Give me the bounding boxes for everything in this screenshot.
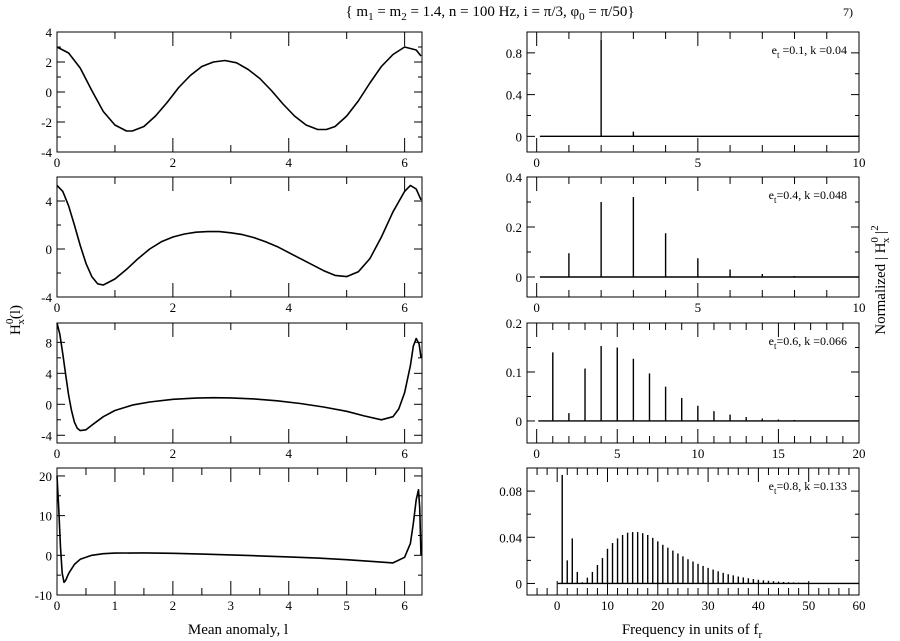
x-tick-label: 20 [651, 598, 664, 613]
x-tick-label: 5 [343, 598, 350, 613]
waveform-line [56, 46, 422, 132]
panel-sp-3: 0 0.1 0.2 0 5 10 15 20 et=0.6, k =0.066 [506, 316, 866, 461]
right-y-axis-label: Normalized | H0x |2 [869, 225, 892, 334]
y-tick-label: 0 [46, 548, 53, 563]
x-tick-label: 0 [533, 155, 540, 170]
y-tick-label: -4 [41, 428, 52, 443]
y-tick-label: 0 [516, 129, 523, 144]
x-tick-label: 0 [533, 446, 540, 461]
y-tick-label: 0 [516, 270, 523, 285]
y-tick-label: 10 [39, 509, 52, 524]
x-tick-label: 5 [695, 300, 702, 315]
x-tick-label: 2 [170, 598, 177, 613]
y-tick-label: 4 [46, 25, 53, 40]
x-tick-label: 4 [285, 300, 292, 315]
x-tick-label: 2 [170, 155, 177, 170]
x-tick-label: 0 [554, 598, 561, 613]
x-tick-label: 10 [691, 446, 704, 461]
plot-frame [526, 31, 860, 153]
y-tick-label: 0 [516, 414, 523, 429]
y-tick-label: 2 [46, 55, 53, 70]
waveform-line [56, 475, 422, 584]
y-tick-label: 0.2 [506, 220, 522, 235]
x-tick-label: 5 [614, 446, 621, 461]
x-tick-label: 0 [54, 155, 61, 170]
x-tick-label: 4 [285, 155, 292, 170]
plot-frame [56, 31, 423, 153]
plot-frame [526, 322, 860, 444]
y-tick-label: 0.4 [506, 170, 523, 185]
x-tick-label: 10 [853, 300, 866, 315]
y-tick-label: 4 [46, 194, 53, 209]
x-tick-label: 4 [285, 446, 292, 461]
y-tick-label: 0.4 [506, 88, 523, 103]
left-x-axis-label: Mean anomaly, l [188, 622, 288, 638]
panel-sp-4: 0 0.04 0.08 0 10 20 30 40 50 60 et=0.8, k =0.133 [499, 467, 866, 613]
x-tick-label: 0 [54, 300, 61, 315]
x-tick-label: 15 [772, 446, 785, 461]
figure-number: 7) [843, 5, 853, 19]
x-tick-label: 0 [533, 300, 540, 315]
x-tick-label: 2 [170, 300, 177, 315]
y-tick-label: 0 [46, 397, 53, 412]
y-tick-label: 0 [46, 85, 53, 100]
plot-frame [56, 322, 423, 444]
plot-frame [526, 467, 860, 596]
panel-ts-1: -4 -2 0 2 4 0 2 4 6 [41, 25, 423, 170]
right-x-axis-label: Frequency in units of fr [622, 622, 763, 641]
y-tick-label: 0.04 [499, 530, 522, 545]
x-tick-label: 6 [401, 446, 408, 461]
panel-sp-2: 0 0.2 0.4 0 5 10 et=0.4, k =0.048 [506, 170, 866, 315]
y-tick-label: -2 [41, 115, 52, 130]
panel-annotation: et=0.8, k =0.133 [769, 479, 847, 496]
y-tick-label: 0 [516, 576, 523, 591]
x-tick-label: 20 [853, 446, 866, 461]
y-tick-label: -4 [41, 290, 52, 305]
x-tick-label: 60 [853, 598, 866, 613]
x-tick-label: 6 [401, 598, 408, 613]
waveform-line [56, 322, 422, 432]
x-tick-label: 10 [853, 155, 866, 170]
y-tick-label: 4 [46, 366, 53, 381]
x-tick-label: 6 [401, 300, 408, 315]
panel-sp-1: 0 0.4 0.8 0 5 10 et =0.1, k =0.04 [506, 31, 866, 170]
x-tick-label: 30 [702, 598, 715, 613]
x-tick-label: 6 [401, 155, 408, 170]
left-y-axis-label: H0x(l) [4, 305, 27, 335]
plot-frame [56, 176, 423, 298]
x-tick-label: 3 [228, 598, 235, 613]
plot-frame [526, 176, 860, 298]
y-tick-label: 0.08 [499, 484, 522, 499]
x-tick-label: 4 [285, 598, 292, 613]
x-tick-label: 1 [112, 598, 119, 613]
panel-annotation: et =0.1, k =0.04 [772, 43, 847, 60]
panel-annotation: et=0.4, k =0.048 [769, 188, 847, 205]
y-tick-label: -10 [35, 588, 52, 603]
x-tick-label: 10 [601, 598, 614, 613]
panel-annotation: et=0.6, k =0.066 [769, 334, 847, 351]
x-tick-label: 0 [54, 446, 61, 461]
y-tick-label: 8 [46, 335, 53, 350]
x-tick-label: 40 [752, 598, 765, 613]
y-tick-label: 0.8 [506, 46, 522, 61]
y-tick-label: 0 [46, 242, 53, 257]
figure-title: { m1 = m2 = 1.4, n = 100 Hz, i = π/3, φ0… [345, 4, 634, 23]
plot-frame [56, 467, 423, 596]
y-tick-label: -4 [41, 145, 52, 160]
y-tick-label: 0.1 [506, 365, 522, 380]
x-tick-label: 50 [802, 598, 815, 613]
x-tick-label: 0 [54, 598, 61, 613]
x-tick-label: 5 [695, 155, 702, 170]
y-tick-label: 20 [39, 469, 52, 484]
y-tick-label: 0.2 [506, 316, 522, 331]
x-tick-label: 2 [170, 446, 177, 461]
waveform-line [56, 184, 422, 286]
